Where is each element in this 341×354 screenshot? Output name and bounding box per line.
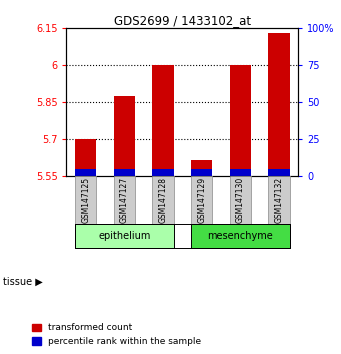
Text: GSM147125: GSM147125: [81, 177, 90, 223]
Bar: [191, 160, 212, 176]
Bar: [152, 176, 174, 224]
Bar: [191, 170, 212, 176]
Legend: transformed count, percentile rank within the sample: transformed count, percentile rank withi…: [32, 324, 201, 346]
Bar: [268, 170, 290, 176]
Text: tissue ▶: tissue ▶: [3, 276, 43, 286]
Text: GSM147130: GSM147130: [236, 177, 245, 223]
Bar: [75, 176, 97, 224]
Bar: [230, 176, 251, 224]
Bar: [191, 224, 290, 248]
Bar: [75, 170, 97, 176]
Text: GSM147132: GSM147132: [275, 177, 284, 223]
Text: epithelium: epithelium: [98, 231, 151, 241]
Bar: [152, 65, 174, 176]
Bar: [75, 224, 174, 248]
Bar: [191, 176, 212, 224]
Bar: [268, 33, 290, 176]
Text: GSM147129: GSM147129: [197, 177, 206, 223]
Text: GSM147128: GSM147128: [159, 177, 168, 223]
Bar: [152, 170, 174, 176]
Bar: [230, 170, 251, 176]
Bar: [268, 176, 290, 224]
Bar: [114, 96, 135, 176]
Title: GDS2699 / 1433102_at: GDS2699 / 1433102_at: [114, 14, 251, 27]
Text: mesenchyme: mesenchyme: [208, 231, 273, 241]
Text: GSM147127: GSM147127: [120, 177, 129, 223]
Bar: [114, 170, 135, 176]
Bar: [114, 176, 135, 224]
Bar: [75, 139, 97, 176]
Bar: [230, 65, 251, 176]
